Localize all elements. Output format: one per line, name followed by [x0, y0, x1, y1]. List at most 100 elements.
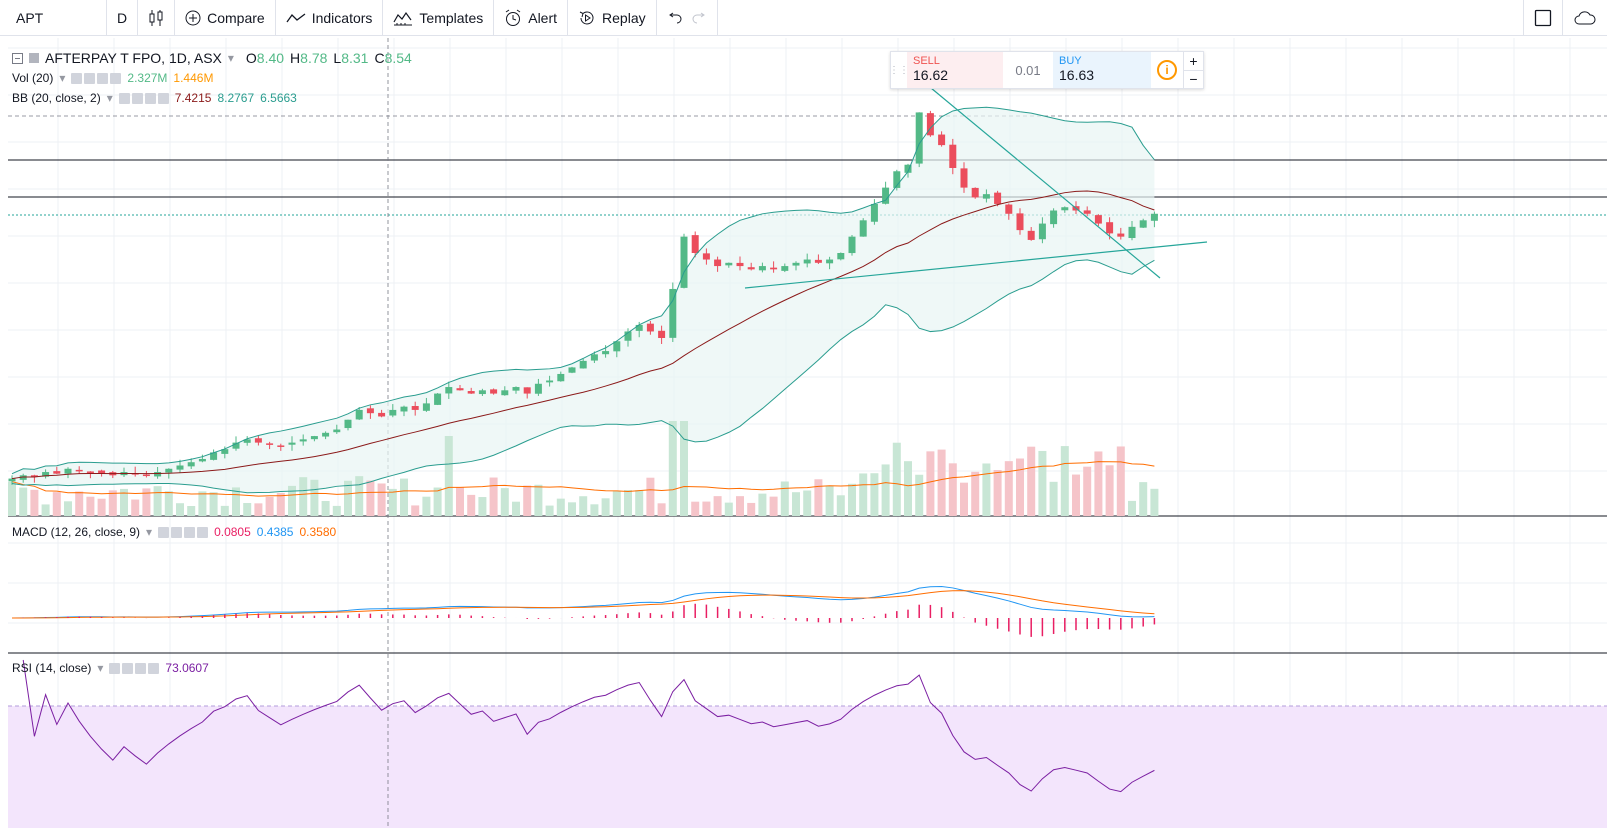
- candle-body: [86, 471, 94, 473]
- candle-body: [266, 443, 274, 445]
- candle-body: [400, 406, 408, 412]
- volume-bar: [276, 493, 285, 516]
- volume-bar: [803, 490, 812, 516]
- minus-button[interactable]: −: [1189, 71, 1198, 88]
- volume-bar: [400, 478, 408, 516]
- candle-body: [736, 262, 744, 267]
- volume-bar: [8, 481, 16, 516]
- volume-bar: [736, 496, 744, 516]
- chart-canvas[interactable]: [0, 38, 1607, 828]
- rsi-settings-icons[interactable]: [109, 662, 160, 674]
- chart-area[interactable]: AFTERPAY T FPO, 1D, ASX ▾ O8.40 H8.78 L8…: [0, 38, 1607, 828]
- compare-button[interactable]: Compare: [175, 0, 276, 36]
- symbol-search[interactable]: APT: [0, 0, 107, 36]
- interval-button[interactable]: D: [107, 0, 139, 36]
- candles-icon: [149, 9, 163, 26]
- volume-bar: [1004, 461, 1013, 516]
- chevron-down-icon[interactable]: ▾: [146, 525, 153, 539]
- drag-handle-icon[interactable]: ⋮⋮: [889, 64, 909, 76]
- templates-button[interactable]: Templates: [383, 0, 495, 36]
- volume-bar: [724, 502, 733, 516]
- resistance-trend-line[interactable]: [924, 82, 1161, 279]
- volume-bar: [232, 487, 240, 516]
- info-button[interactable]: i: [1151, 52, 1183, 88]
- volume-bar: [187, 505, 196, 516]
- candle-body: [848, 236, 856, 254]
- chevron-down-icon[interactable]: ▾: [97, 661, 104, 675]
- volume-bar: [1094, 451, 1103, 516]
- candle-body: [64, 468, 72, 474]
- volume-bar: [780, 481, 789, 516]
- volume-bar: [904, 461, 912, 516]
- candle-body: [75, 469, 83, 472]
- vol-settings-icons[interactable]: [71, 72, 122, 84]
- support-trend-line[interactable]: [744, 241, 1208, 289]
- volume-bar: [915, 474, 924, 516]
- candle-body: [691, 235, 699, 253]
- bollinger-band-fill: [12, 107, 1155, 493]
- candle-body: [960, 168, 968, 188]
- chevron-down-icon[interactable]: ▾: [227, 51, 234, 65]
- undo-icon: [668, 12, 682, 23]
- candle-body: [859, 220, 867, 237]
- macd-line-value: 0.4385: [256, 525, 294, 539]
- toolbar-right: [1523, 0, 1607, 36]
- candle-body: [19, 475, 27, 480]
- cloud-icon: [1574, 11, 1596, 25]
- candle-body: [803, 259, 811, 264]
- chart-type-button[interactable]: [138, 0, 176, 36]
- o-value: 8.40: [256, 50, 285, 66]
- redo-button[interactable]: [687, 0, 718, 36]
- candle-body: [949, 144, 957, 168]
- plus-button[interactable]: +: [1184, 52, 1203, 71]
- volume-bar: [75, 491, 84, 516]
- candle-body: [1038, 223, 1046, 240]
- volume-bar: [198, 491, 207, 516]
- candle-body: [389, 409, 397, 416]
- volume-bar: [512, 501, 520, 516]
- candle-body: [982, 194, 990, 199]
- candle-body: [1128, 226, 1136, 239]
- bollinger-fill: [12, 107, 1155, 493]
- volume-bar: [344, 480, 352, 516]
- volume-bar: [108, 490, 117, 516]
- alert-button[interactable]: Alert: [494, 0, 569, 36]
- templates-icon: [393, 11, 413, 25]
- volume-bar: [243, 503, 252, 516]
- candles[interactable]: [8, 110, 1158, 485]
- candle-body: [658, 330, 666, 338]
- volume-bar: [366, 480, 375, 516]
- candle-body: [322, 432, 330, 437]
- candle-body: [579, 360, 587, 369]
- volume-bar: [758, 493, 767, 516]
- replay-icon: [579, 10, 594, 24]
- volume-bar: [646, 477, 655, 516]
- candle-body: [725, 262, 733, 266]
- volume-bar: [836, 495, 845, 516]
- rsi-value: 73.0607: [165, 661, 209, 675]
- candle-body: [176, 465, 184, 470]
- volume-bar: [388, 488, 397, 516]
- volume-bar: [310, 479, 319, 516]
- macd-settings-icons[interactable]: [158, 526, 209, 538]
- buy-button[interactable]: BUY 16.63: [1053, 52, 1151, 88]
- candle-body: [210, 452, 218, 460]
- indicators-button[interactable]: Indicators: [276, 0, 384, 36]
- volume-bar: [1027, 446, 1036, 516]
- rsi-label: RSI (14, close): [12, 661, 92, 675]
- volume-bar: [568, 502, 576, 516]
- chevron-down-icon[interactable]: ▾: [106, 91, 113, 105]
- bb-settings-icons[interactable]: [118, 92, 169, 104]
- undo-button[interactable]: [657, 0, 687, 36]
- replay-button[interactable]: Replay: [568, 0, 657, 36]
- sell-button[interactable]: SELL 16.62: [907, 52, 1003, 88]
- collapse-icon[interactable]: [12, 52, 23, 64]
- volume-bar: [478, 497, 487, 516]
- candle-body: [1139, 220, 1147, 228]
- candle-body: [478, 390, 486, 395]
- symbol-label: APT: [16, 9, 44, 26]
- volume-bar: [1016, 458, 1024, 516]
- fullscreen-button[interactable]: [1523, 0, 1562, 36]
- cloud-button[interactable]: [1562, 0, 1607, 36]
- chevron-down-icon[interactable]: ▾: [59, 71, 66, 85]
